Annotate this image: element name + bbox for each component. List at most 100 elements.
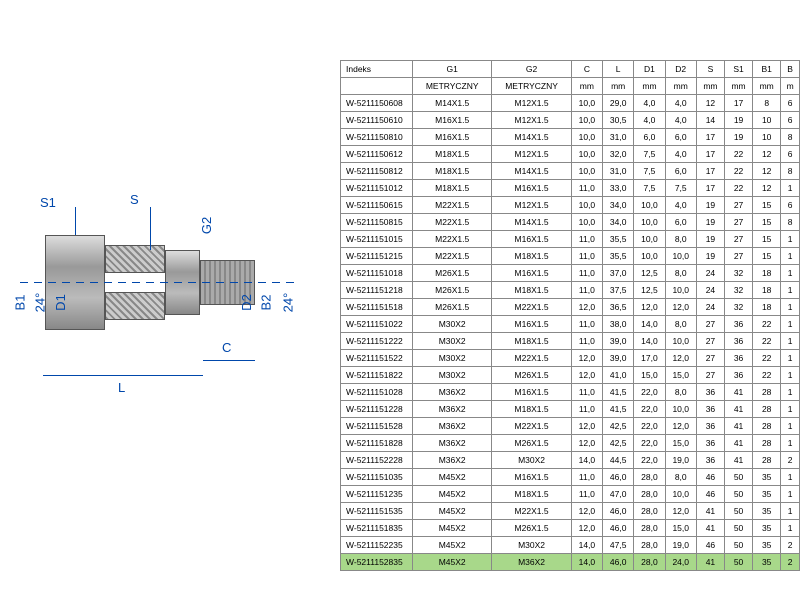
table-cell: M18X1.5: [492, 282, 571, 299]
table-cell: 15,0: [665, 520, 696, 537]
table-cell: M16X1.5: [492, 265, 571, 282]
table-cell: 28,0: [634, 520, 665, 537]
table-cell: M22X1.5: [413, 248, 492, 265]
col-header: S: [696, 61, 724, 78]
table-cell: 11,0: [571, 384, 602, 401]
table-cell: 10,0: [571, 146, 602, 163]
table-row: W-5211151528M36X2M22X1.512,042,522,012,0…: [341, 418, 800, 435]
table-cell: 12,0: [665, 503, 696, 520]
table-cell: 12,0: [571, 520, 602, 537]
table-cell: 36: [725, 316, 753, 333]
table-cell: M18X1.5: [413, 146, 492, 163]
table-cell: 4,0: [665, 112, 696, 129]
table-cell: 10,0: [634, 248, 665, 265]
table-cell: 28,0: [634, 503, 665, 520]
table-cell: 14,0: [571, 554, 602, 571]
table-cell: 2: [781, 554, 800, 571]
table-cell: 10,0: [571, 214, 602, 231]
table-cell: 10,0: [571, 163, 602, 180]
table-cell: M16X1.5: [492, 384, 571, 401]
table-cell: 11,0: [571, 316, 602, 333]
table-cell: 8,0: [665, 384, 696, 401]
table-cell: 7,5: [665, 180, 696, 197]
table-cell: 1: [781, 180, 800, 197]
table-cell: 2: [781, 537, 800, 554]
table-cell: 31,0: [603, 129, 634, 146]
table-row: W-5211151035M45X2M16X1.511,046,028,08,04…: [341, 469, 800, 486]
table-cell: 17: [696, 129, 724, 146]
table-cell: 12,0: [571, 350, 602, 367]
table-cell: 6,0: [634, 129, 665, 146]
table-cell: 44,5: [603, 452, 634, 469]
table-row: W-5211151822M30X2M26X1.512,041,015,015,0…: [341, 367, 800, 384]
table-cell: 4,0: [634, 95, 665, 112]
table-cell: W-5211152235: [341, 537, 413, 554]
table-cell: 24: [696, 299, 724, 316]
table-cell: W-5211151235: [341, 486, 413, 503]
table-cell: 15: [753, 248, 781, 265]
table-cell: 28,0: [634, 537, 665, 554]
table-cell: 50: [725, 537, 753, 554]
table-cell: W-5211151528: [341, 418, 413, 435]
table-cell: 36: [725, 350, 753, 367]
table-row: W-5211151235M45X2M18X1.511,047,028,010,0…: [341, 486, 800, 503]
table-cell: 35: [753, 554, 781, 571]
table-cell: 10,0: [665, 282, 696, 299]
col-unit: METRYCZNY: [413, 78, 492, 95]
table-cell: 8,0: [665, 316, 696, 333]
col-unit: METRYCZNY: [492, 78, 571, 95]
table-cell: 11,0: [571, 248, 602, 265]
table-cell: W-5211151222: [341, 333, 413, 350]
table-cell: 11,0: [571, 401, 602, 418]
table-cell: M26X1.5: [492, 520, 571, 537]
table-cell: M36X2: [413, 418, 492, 435]
table-cell: 1: [781, 520, 800, 537]
table-cell: 35: [753, 486, 781, 503]
table-cell: 50: [725, 486, 753, 503]
table-cell: 14,0: [571, 537, 602, 554]
table-cell: 10,0: [571, 129, 602, 146]
table-cell: 1: [781, 350, 800, 367]
col-unit: mm: [696, 78, 724, 95]
table-cell: 11,0: [571, 333, 602, 350]
table-cell: 12: [696, 95, 724, 112]
table-cell: 12,0: [571, 367, 602, 384]
table-row: W-5211150812M18X1.5M14X1.510,031,07,56,0…: [341, 163, 800, 180]
table-cell: 2: [781, 452, 800, 469]
table-cell: 46,0: [603, 469, 634, 486]
table-cell: 41: [725, 435, 753, 452]
table-cell: 46: [696, 537, 724, 554]
col-unit: mm: [603, 78, 634, 95]
table-cell: 10,0: [665, 333, 696, 350]
table-cell: M12X1.5: [492, 146, 571, 163]
col-header: D2: [665, 61, 696, 78]
table-cell: 15: [753, 231, 781, 248]
table-header-2: METRYCZNYMETRYCZNYmmmmmmmmmmmmmmm: [341, 78, 800, 95]
table-cell: 14,0: [571, 452, 602, 469]
table-cell: 36: [696, 401, 724, 418]
table-cell: 11,0: [571, 469, 602, 486]
table-cell: 19: [696, 231, 724, 248]
table-cell: M26X1.5: [492, 435, 571, 452]
label-c: C: [222, 340, 231, 355]
table-cell: 18: [753, 282, 781, 299]
table-cell: 10: [753, 129, 781, 146]
table-cell: M36X2: [492, 554, 571, 571]
table-cell: M30X2: [492, 537, 571, 554]
label-s: S: [130, 192, 139, 207]
table-cell: 46,0: [603, 554, 634, 571]
dim-line-s1: [75, 207, 76, 235]
table-cell: M30X2: [413, 367, 492, 384]
table-cell: 36: [696, 435, 724, 452]
col-header: B: [781, 61, 800, 78]
table-cell: 32: [725, 282, 753, 299]
table-row: W-5211150608M14X1.5M12X1.510,029,04,04,0…: [341, 95, 800, 112]
table-cell: 8,0: [665, 265, 696, 282]
table-row: W-5211151522M30X2M22X1.512,039,017,012,0…: [341, 350, 800, 367]
table-cell: 6: [781, 112, 800, 129]
table-cell: 27: [696, 350, 724, 367]
table-cell: 10,0: [571, 112, 602, 129]
table-cell: 12,0: [665, 299, 696, 316]
table-cell: 1: [781, 299, 800, 316]
table-cell: 35: [753, 537, 781, 554]
